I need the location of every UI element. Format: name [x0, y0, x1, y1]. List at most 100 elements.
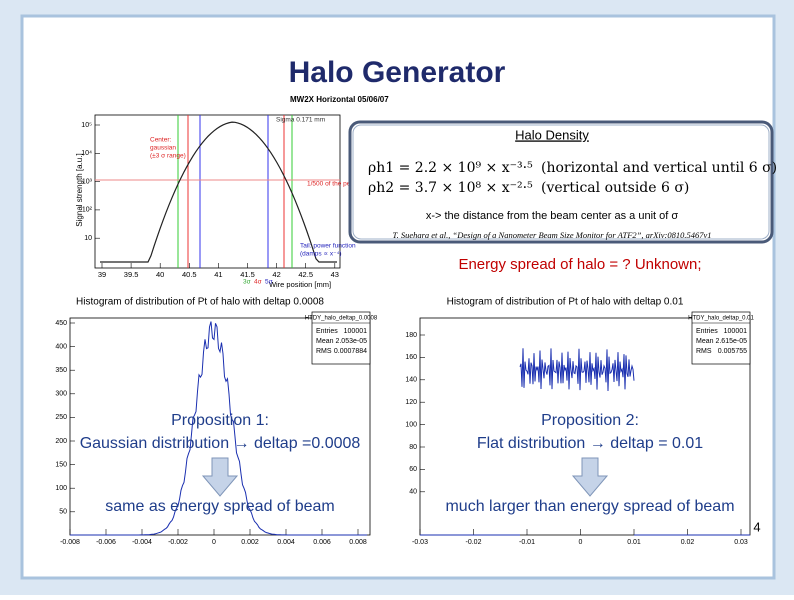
y-tick-label: 40	[409, 489, 417, 496]
histogram	[70, 321, 367, 536]
y-axis-label: Signal strength [a.u.]	[75, 153, 84, 226]
proposition-heading: Proposition 2:	[541, 412, 639, 429]
formula-range: (vertical outside 6 σ)	[541, 180, 689, 196]
x-tick-label: 42	[272, 270, 280, 279]
down-arrow	[201, 457, 239, 497]
stats-value: 100001	[344, 328, 367, 335]
annotation: 1/500 of the peak	[307, 181, 358, 188]
x-tick-label: 40	[156, 270, 164, 279]
annotation: gaussian	[150, 145, 176, 152]
x-tick-label: -0.002	[168, 539, 188, 546]
y-tick-label: 150	[55, 461, 67, 468]
x-tick-label: 0.006	[313, 539, 331, 546]
stats-key: Entries	[316, 328, 338, 335]
stats-title: HTDY_halo_deltap_0.01	[688, 316, 754, 322]
annotation: (±3 σ range)	[150, 153, 186, 160]
stats-box	[311, 311, 371, 365]
y-tick-label: 400	[55, 343, 67, 350]
page-number: 4	[753, 519, 760, 534]
y-tick-label: 60	[409, 466, 417, 473]
x-tick-label: 41	[214, 270, 222, 279]
x-tick-label: 39.5	[124, 270, 139, 279]
x-tick-label: -0.03	[412, 539, 428, 546]
x-tick-label: 0.02	[681, 539, 695, 546]
stats-value: 100001	[724, 328, 747, 335]
x-tick-label: -0.006	[96, 539, 116, 546]
formula: ρh2 = 3.7 × 10⁸ × x⁻²·⁵	[368, 180, 533, 196]
energy-note: Energy spread of halo = ? Unknown;	[458, 256, 701, 273]
x-tick-label: 0.002	[241, 539, 259, 546]
stats-title: HTDY_halo_deltap_0.0008	[305, 316, 378, 322]
x-tick-label: 0	[212, 539, 216, 546]
sigma-mark: 5σ	[265, 279, 273, 286]
x-tick-label: -0.008	[60, 539, 80, 546]
formula: ρh1 = 2.2 × 10⁹ × x⁻³·⁵	[368, 160, 533, 176]
down-arrow	[571, 457, 609, 497]
sigma-mark: 4σ	[254, 279, 262, 286]
y-tick-label: 100	[55, 485, 67, 492]
y-tick-label: 160	[405, 354, 417, 361]
x-tick-label: 0.03	[734, 539, 748, 546]
y-tick-label: 10⁴	[81, 150, 92, 157]
stats-value: 0.0007884	[334, 348, 367, 355]
stats-value: 2.615e-05	[715, 338, 747, 345]
stats-key: Mean	[316, 338, 334, 345]
y-tick-label: 10³	[82, 178, 93, 185]
x-tick-label: 0.008	[349, 539, 367, 546]
x-tick-label: -0.01	[519, 539, 535, 546]
stats-value: 0.005755	[718, 348, 747, 355]
stats-value: 2.053e-05	[335, 338, 367, 345]
x-tick-label: 40.5	[182, 270, 197, 279]
y-tick-label: 80	[409, 444, 417, 451]
stats-key: Entries	[696, 328, 718, 335]
x-tick-label: 0.01	[627, 539, 641, 546]
y-tick-label: 120	[405, 399, 417, 406]
x-tick-label: 0.004	[277, 539, 295, 546]
sigma-mark: 3σ	[243, 279, 251, 286]
x-tick-label: 0	[579, 539, 583, 546]
plot-title: Histogram of distribution of Pt of halo …	[76, 297, 324, 308]
stats-key: RMS	[316, 348, 332, 355]
x-tick-label: 41.5	[240, 270, 255, 279]
box-title: Halo Density	[515, 127, 589, 142]
halo-box-inner	[352, 124, 770, 240]
stats-key: RMS	[696, 348, 712, 355]
annotation: Tail: power function	[300, 243, 356, 250]
annotation: (damps ∝ x⁻⁴)	[300, 251, 342, 258]
y-tick-label: 10⁵	[81, 122, 92, 129]
y-tick-label: 140	[405, 377, 417, 384]
y-tick-label: 50	[59, 509, 67, 516]
x-axis-label: Wire position [mm]	[269, 280, 331, 289]
proposition-text: Flat distribution → deltap = 0.01	[477, 435, 703, 452]
y-tick-label: 10²	[82, 207, 93, 214]
plot-title: Histogram of distribution of Pt of halo …	[447, 297, 684, 308]
x-tick-label: 43	[331, 270, 339, 279]
x-tick-label: -0.004	[132, 539, 152, 546]
stats-box	[691, 311, 751, 365]
annotation: Center:	[150, 137, 172, 144]
y-tick-label: 350	[55, 367, 67, 374]
note: x-> the distance from the beam center as…	[426, 210, 678, 222]
x-tick-label: 39	[98, 270, 106, 279]
proposition-conclusion: much larger than energy spread of beam	[445, 498, 734, 515]
proposition-conclusion: same as energy spread of beam	[105, 498, 334, 515]
y-tick-label: 100	[405, 421, 417, 428]
citation: T. Suehara et al., “Design of a Nanomete…	[392, 230, 711, 240]
slide-title: Halo Generator	[289, 56, 506, 89]
y-tick-label: 10	[84, 235, 92, 242]
proposition-heading: Proposition 1:	[171, 412, 269, 429]
halo-box	[348, 120, 774, 244]
plot-title: MW2X Horizontal 05/06/07	[290, 95, 389, 104]
y-tick-label: 300	[55, 391, 67, 398]
profile-curve	[100, 121, 337, 263]
x-tick-label: -0.02	[466, 539, 482, 546]
x-tick-label: 42.5	[298, 270, 313, 279]
y-tick-label: 450	[55, 320, 67, 327]
y-tick-label: 200	[55, 438, 67, 445]
stats-key: Mean	[696, 338, 714, 345]
y-tick-label: 250	[55, 414, 67, 421]
proposition-text: Gaussian distribution → deltap =0.0008	[80, 435, 361, 452]
sigma-label: Sigma 0.171 mm	[276, 117, 325, 124]
plot-frame	[94, 114, 341, 269]
